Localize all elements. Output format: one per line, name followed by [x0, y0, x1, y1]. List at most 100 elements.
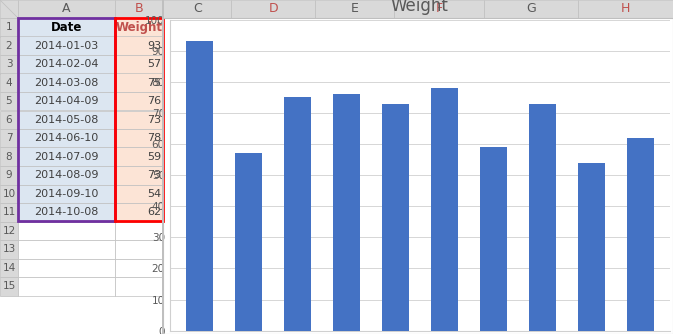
Bar	[115, 111, 163, 129]
Bar	[18, 240, 115, 259]
Bar	[316, 0, 394, 18]
Bar	[115, 0, 163, 18]
Bar	[0, 73, 18, 92]
Text: 73: 73	[147, 170, 161, 180]
Bar	[18, 148, 115, 166]
Bar	[115, 92, 163, 111]
Text: 2014-08-09: 2014-08-09	[34, 170, 99, 180]
Text: 9: 9	[5, 170, 12, 180]
Bar	[480, 147, 507, 331]
Bar	[115, 166, 163, 184]
Bar	[18, 184, 115, 203]
Text: 2014-10-08: 2014-10-08	[34, 207, 99, 217]
Bar	[138, 221, 140, 222]
Text: 2014-04-09: 2014-04-09	[34, 96, 99, 106]
Bar	[115, 129, 163, 148]
Bar	[235, 153, 262, 331]
Text: C: C	[192, 2, 201, 15]
Bar	[0, 36, 18, 55]
Text: 1: 1	[5, 22, 12, 32]
Bar	[115, 221, 163, 240]
Bar	[484, 0, 578, 18]
Bar	[163, 0, 232, 18]
Text: 15: 15	[3, 281, 15, 291]
Text: 7: 7	[5, 133, 12, 143]
Text: 93: 93	[147, 41, 161, 51]
Text: 10: 10	[3, 189, 15, 199]
Bar	[18, 259, 115, 277]
Bar	[18, 73, 115, 92]
Text: A: A	[62, 2, 71, 15]
Text: 6: 6	[5, 115, 12, 125]
Bar	[18, 203, 115, 221]
Bar	[115, 148, 163, 166]
Bar	[18, 221, 115, 240]
Bar	[0, 277, 18, 296]
Bar	[0, 55, 18, 73]
Bar	[382, 104, 409, 331]
Bar	[627, 138, 653, 331]
Bar	[0, 148, 18, 166]
Bar	[18, 277, 115, 296]
Bar	[232, 0, 316, 18]
Bar	[18, 18, 115, 221]
Text: 62: 62	[147, 207, 161, 217]
Bar	[18, 92, 115, 111]
Bar	[394, 0, 484, 18]
Bar	[18, 55, 115, 73]
Bar	[115, 240, 163, 259]
Bar	[529, 104, 556, 331]
Bar	[0, 0, 18, 18]
Text: 75: 75	[147, 78, 161, 88]
Text: D: D	[269, 2, 278, 15]
Text: 2014-09-10: 2014-09-10	[34, 189, 99, 199]
Text: Date: Date	[51, 21, 82, 34]
Text: 12: 12	[3, 226, 15, 236]
Bar	[577, 163, 605, 331]
Bar	[18, 129, 115, 148]
Bar	[0, 240, 18, 259]
Text: G: G	[526, 2, 536, 15]
Bar	[115, 203, 163, 221]
Text: H: H	[621, 2, 631, 15]
Bar	[431, 88, 458, 331]
Text: 13: 13	[3, 244, 15, 254]
Text: 54: 54	[147, 189, 161, 199]
Text: 8: 8	[5, 152, 12, 162]
Text: 2014-05-08: 2014-05-08	[34, 115, 99, 125]
Bar	[65, 221, 67, 222]
Bar	[115, 73, 163, 92]
Bar	[186, 41, 213, 331]
Text: 2014-03-08: 2014-03-08	[34, 78, 99, 88]
Bar	[0, 129, 18, 148]
Bar	[115, 55, 163, 73]
Text: 11: 11	[3, 207, 15, 217]
Bar	[0, 184, 18, 203]
Text: 2014-06-10: 2014-06-10	[34, 133, 99, 143]
Text: 78: 78	[147, 133, 161, 143]
Bar	[115, 259, 163, 277]
Bar	[115, 36, 163, 55]
Bar	[0, 221, 18, 240]
Bar	[115, 184, 163, 203]
Bar	[578, 0, 673, 18]
Bar	[0, 18, 18, 36]
Text: 2: 2	[5, 41, 12, 51]
Bar	[284, 98, 311, 331]
Title: Weight: Weight	[391, 0, 449, 15]
Bar	[18, 18, 115, 36]
Text: 2014-02-04: 2014-02-04	[34, 59, 99, 69]
Bar	[18, 166, 115, 184]
Text: 76: 76	[147, 96, 161, 106]
Bar	[0, 92, 18, 111]
Bar	[18, 36, 115, 55]
Text: F: F	[435, 2, 443, 15]
Bar	[0, 259, 18, 277]
Text: 57: 57	[147, 59, 161, 69]
Text: 5: 5	[5, 96, 12, 106]
Bar	[0, 203, 18, 221]
Text: 3: 3	[5, 59, 12, 69]
Text: 2014-07-09: 2014-07-09	[34, 152, 99, 162]
Text: B: B	[135, 2, 143, 15]
Text: 14: 14	[3, 263, 15, 273]
